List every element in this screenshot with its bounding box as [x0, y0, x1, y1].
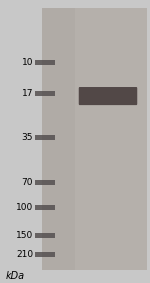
FancyBboxPatch shape — [35, 180, 55, 185]
Text: 150: 150 — [16, 231, 33, 240]
Text: 10: 10 — [21, 58, 33, 67]
FancyBboxPatch shape — [42, 8, 147, 270]
Text: 70: 70 — [21, 178, 33, 187]
Text: 35: 35 — [21, 133, 33, 142]
FancyBboxPatch shape — [35, 252, 55, 257]
Text: kDa: kDa — [6, 271, 25, 282]
FancyBboxPatch shape — [35, 233, 55, 238]
FancyBboxPatch shape — [79, 87, 137, 105]
Text: 17: 17 — [21, 89, 33, 98]
FancyBboxPatch shape — [35, 205, 55, 210]
FancyBboxPatch shape — [35, 91, 55, 96]
Text: 100: 100 — [16, 203, 33, 212]
FancyBboxPatch shape — [35, 60, 55, 65]
Text: 210: 210 — [16, 250, 33, 259]
FancyBboxPatch shape — [35, 135, 55, 140]
FancyBboxPatch shape — [75, 8, 147, 270]
